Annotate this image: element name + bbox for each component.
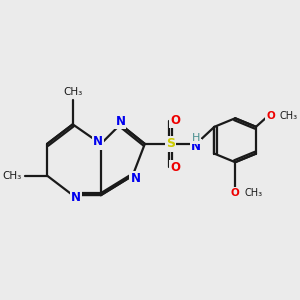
Text: N: N — [130, 172, 140, 185]
Text: CH₃: CH₃ — [2, 171, 22, 181]
Text: N: N — [93, 135, 103, 148]
Text: S: S — [166, 137, 175, 150]
Text: N: N — [71, 190, 81, 204]
Text: CH₃: CH₃ — [280, 111, 298, 121]
Text: O: O — [170, 114, 180, 127]
Text: CH₃: CH₃ — [63, 87, 83, 97]
Text: N: N — [191, 140, 201, 153]
Text: H: H — [192, 133, 200, 143]
Text: CH₃: CH₃ — [244, 188, 262, 198]
Text: N: N — [116, 115, 125, 128]
Text: O: O — [170, 160, 180, 174]
Text: O: O — [231, 188, 240, 198]
Text: O: O — [266, 111, 275, 121]
